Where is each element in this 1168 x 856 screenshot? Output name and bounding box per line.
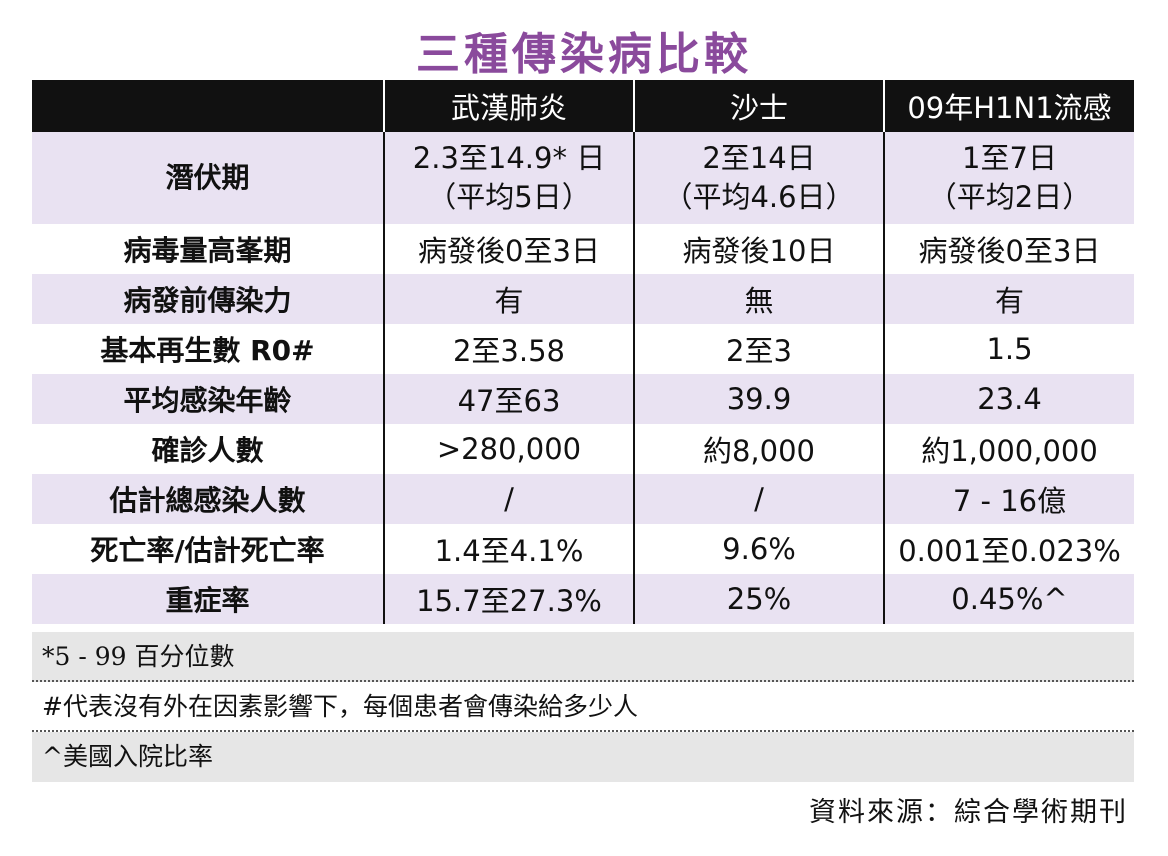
table-cell: 23.4 (883, 374, 1134, 424)
footnotes: *5 - 99 百分位數 #代表沒有外在因素影響下，每個患者會傳染給多少人 ^美… (32, 632, 1134, 782)
table-row-mortality: 死亡率/估計死亡率 1.4至4.1% 9.6% 0.001至0.023% (32, 524, 1134, 574)
table-row-avg-age: 平均感染年齡 47至63 39.9 23.4 (32, 374, 1134, 424)
table-cell: 39.9 (633, 374, 884, 424)
cell-line: 2.3至14.9* 日 (412, 140, 606, 175)
table-cell: 無 (633, 274, 884, 324)
table-cell: 15.7至27.3% (383, 574, 634, 624)
table-cell: >280,000 (383, 424, 634, 474)
row-label: 基本再生數 R0# (32, 324, 384, 374)
row-label: 病毒量高峯期 (32, 224, 384, 274)
table-cell: 47至63 (383, 374, 634, 424)
comparison-table: 武漢肺炎 沙士 09年H1N1流感 潛伏期 2.3至14.9* 日 （平均5日）… (32, 80, 1134, 624)
header-h1n1: 09年H1N1流感 (883, 80, 1134, 132)
table-cell: 約8,000 (633, 424, 884, 474)
page-title: 三種傳染病比較 (416, 29, 752, 80)
row-label: 潛伏期 (32, 132, 384, 224)
footnote-r0: #代表沒有外在因素影響下，每個患者會傳染給多少人 (32, 682, 1134, 732)
table-header-row: 武漢肺炎 沙士 09年H1N1流感 (32, 80, 1134, 132)
cell-line: 2至14日 (702, 140, 816, 175)
table-cell: 2至3.58 (383, 324, 634, 374)
footnote-hospital: ^美國入院比率 (32, 732, 1134, 782)
table-cell: / (633, 474, 884, 524)
row-label: 重症率 (32, 574, 384, 624)
table-cell: 1.5 (883, 324, 1134, 374)
table-cell: 約1,000,000 (883, 424, 1134, 474)
header-sars: 沙士 (633, 80, 884, 132)
table-cell: 2至3 (633, 324, 884, 374)
table-cell: 2至14日 （平均4.6日） (633, 132, 884, 224)
table-row-presymptomatic: 病發前傳染力 有 無 有 (32, 274, 1134, 324)
table-cell: 2.3至14.9* 日 （平均5日） (383, 132, 634, 224)
table-cell: 25% (633, 574, 884, 624)
header-empty (32, 80, 384, 132)
table-cell: 有 (383, 274, 634, 324)
table-cell: 病發後0至3日 (883, 224, 1134, 274)
footnote-percentile: *5 - 99 百分位數 (32, 632, 1134, 682)
table-row-estimated-infected: 估計總感染人數 / / 7 - 16億 (32, 474, 1134, 524)
table-row-incubation: 潛伏期 2.3至14.9* 日 （平均5日） 2至14日 （平均4.6日） 1至… (32, 132, 1134, 224)
row-label: 平均感染年齡 (32, 374, 384, 424)
cell-line: 1至7日 (962, 140, 1057, 175)
table-row-viral-peak: 病毒量高峯期 病發後0至3日 病發後10日 病發後0至3日 (32, 224, 1134, 274)
table-cell: 有 (883, 274, 1134, 324)
table-row-confirmed: 確診人數 >280,000 約8,000 約1,000,000 (32, 424, 1134, 474)
header-wuhan-pneumonia: 武漢肺炎 (383, 80, 634, 132)
table-cell: 1至7日 （平均2日） (883, 132, 1134, 224)
row-label: 估計總感染人數 (32, 474, 384, 524)
table-cell: 0.001至0.023% (883, 524, 1134, 574)
row-label: 死亡率/估計死亡率 (32, 524, 384, 574)
cell-line: （平均2日） (927, 180, 1092, 214)
table-cell: 病發後10日 (633, 224, 884, 274)
table-cell: 0.45%^ (883, 574, 1134, 624)
table-cell: 病發後0至3日 (383, 224, 634, 274)
table-cell: 7 - 16億 (883, 474, 1134, 524)
table-cell: / (383, 474, 634, 524)
table-row-r0: 基本再生數 R0# 2至3.58 2至3 1.5 (32, 324, 1134, 374)
table-cell: 1.4至4.1% (383, 524, 634, 574)
row-label: 確診人數 (32, 424, 384, 474)
cell-line: （平均5日） (427, 180, 591, 214)
row-label: 病發前傳染力 (32, 274, 384, 324)
table-cell: 9.6% (633, 524, 884, 574)
table-row-severe-rate: 重症率 15.7至27.3% 25% 0.45%^ (32, 574, 1134, 624)
cell-line: （平均4.6日） (663, 180, 855, 214)
source-credit: 資料來源：綜合學術期刊 (809, 797, 1128, 828)
